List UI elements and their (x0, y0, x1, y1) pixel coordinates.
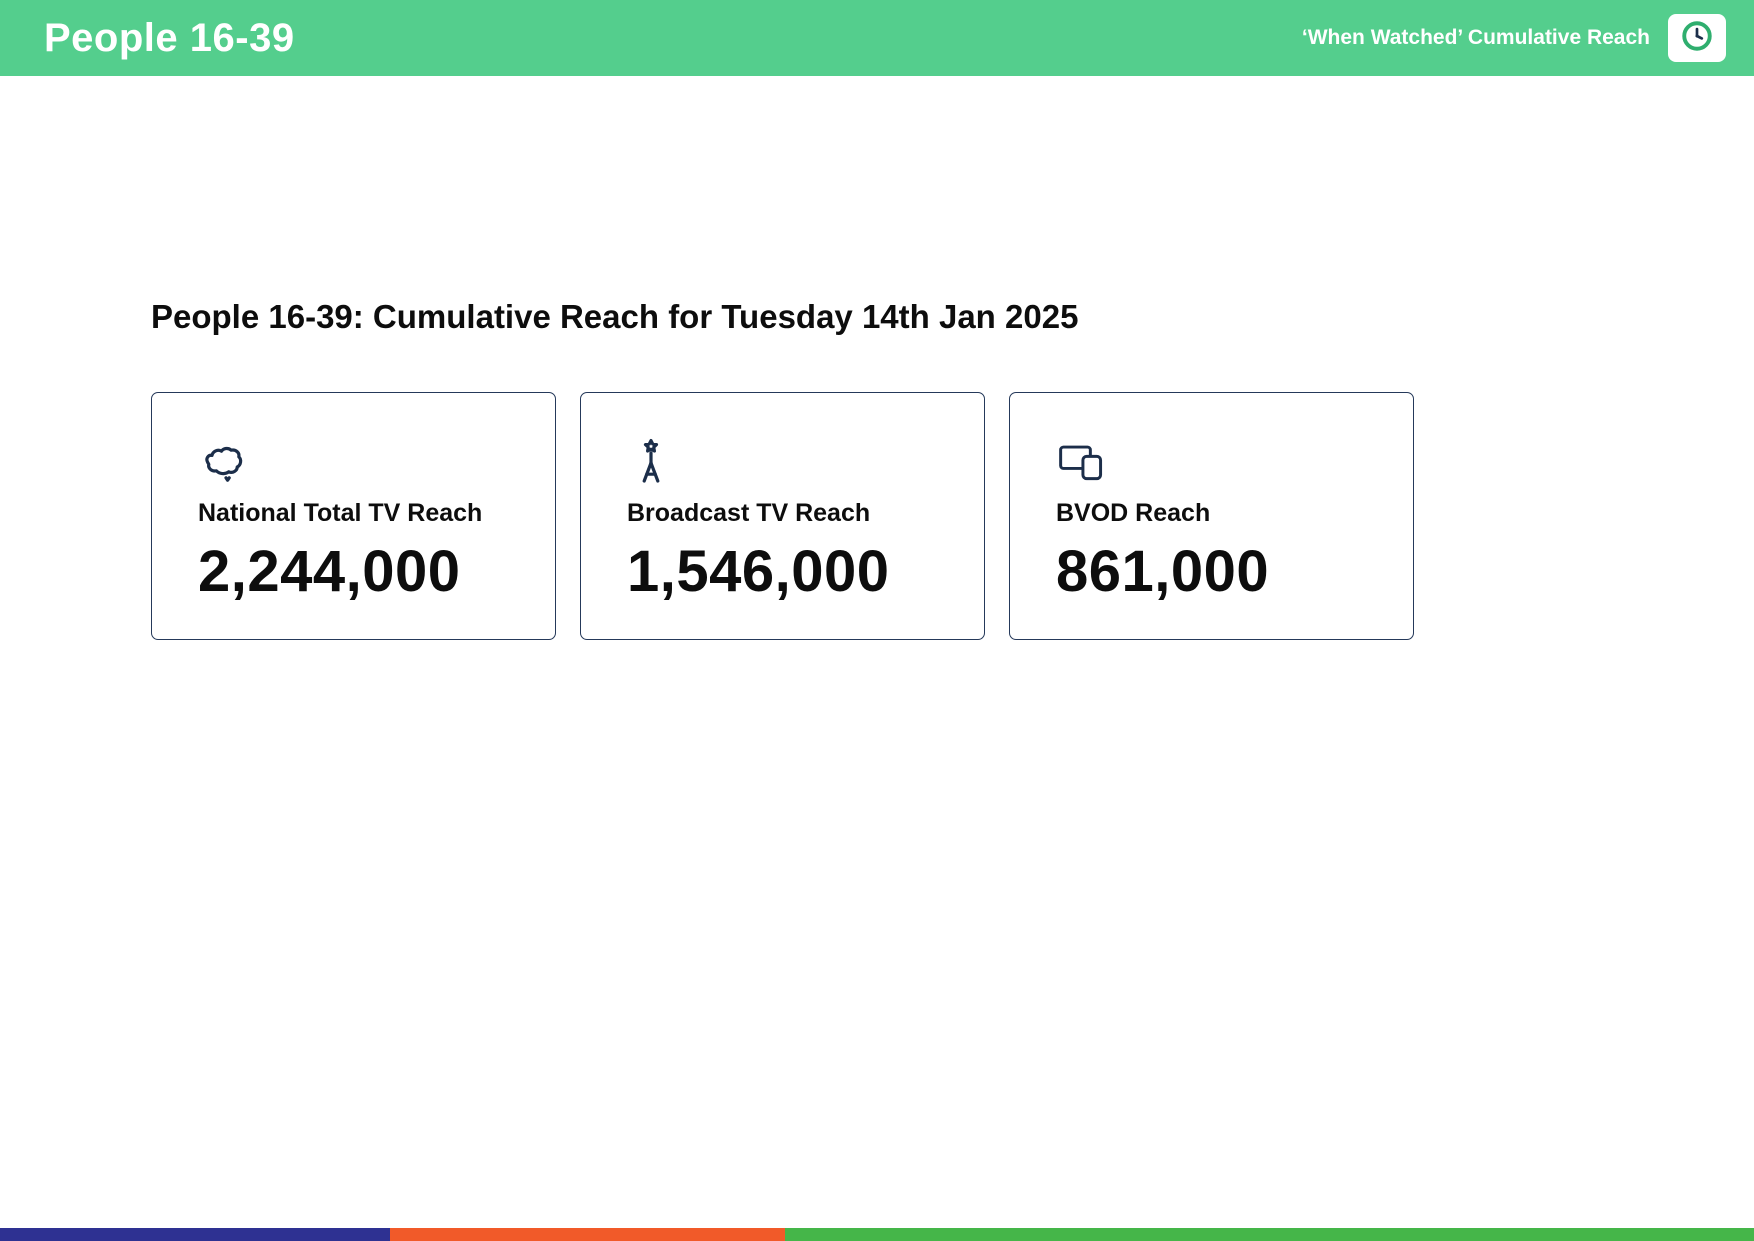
clock-logo-box (1668, 14, 1726, 62)
broadcast-tower-icon (627, 437, 964, 485)
kpi-label: National Total TV Reach (198, 499, 483, 527)
devices-icon (1056, 437, 1393, 485)
footer-segment-orange (390, 1228, 785, 1241)
kpi-card-bvod: BVOD Reach 861,000 (1009, 392, 1414, 640)
header-bar: People 16-39 ‘When Watched’ Cumulative R… (0, 0, 1754, 76)
header-title: People 16-39 (44, 15, 295, 60)
kpi-card-broadcast-tv: Broadcast TV Reach 1,546,000 (580, 392, 985, 640)
kpi-label: Broadcast TV Reach (627, 499, 871, 527)
footer-color-strip (0, 1228, 1754, 1241)
main-content: People 16-39: Cumulative Reach for Tuesd… (0, 76, 1754, 1241)
australia-map-icon (198, 437, 535, 485)
clock-logo-icon (1679, 18, 1715, 59)
footer-segment-navy (0, 1228, 390, 1241)
kpi-cards-row: National Total TV Reach 2,244,000 Broadc… (151, 392, 1754, 640)
kpi-value: 2,244,000 (198, 539, 461, 604)
kpi-value: 861,000 (1056, 539, 1270, 604)
kpi-label: BVOD Reach (1056, 499, 1211, 527)
header-subtitle: ‘When Watched’ Cumulative Reach (1301, 26, 1650, 49)
page-title: People 16-39: Cumulative Reach for Tuesd… (151, 298, 1079, 335)
kpi-value: 1,546,000 (627, 539, 890, 604)
kpi-card-national-total-tv: National Total TV Reach 2,244,000 (151, 392, 556, 640)
header-right-group: ‘When Watched’ Cumulative Reach (1302, 14, 1726, 62)
footer-segment-green (785, 1228, 1754, 1241)
